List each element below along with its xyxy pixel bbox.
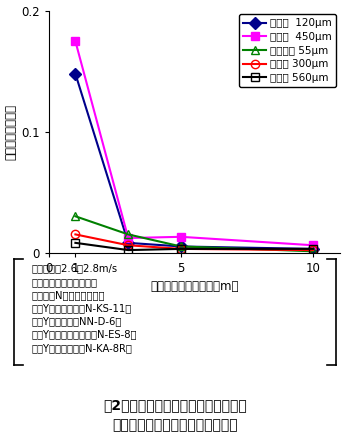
乗用　 560μm — [126, 248, 130, 253]
Text: の違いによるドリフト率の比較: の違いによるドリフト率の比較 — [112, 419, 238, 433]
手散布  450μm — [126, 235, 130, 241]
Legend: 手散布  120μm, 手散布  450μm, 乗用　　 55μm, 乗用　 300μm, 乗用　 560μm: 手散布 120μm, 手散布 450μm, 乗用 55μm, 乗用 300μm,… — [239, 14, 336, 87]
Line: 乗用　　 55μm: 乗用 55μm — [71, 212, 317, 256]
手散布  120μm — [179, 244, 183, 249]
Y-axis label: ドリフト率（％）: ドリフト率（％） — [4, 104, 17, 160]
Line: 手散布  450μm: 手散布 450μm — [71, 37, 317, 249]
手散布  120μm — [311, 246, 315, 252]
乗用　 300μm — [311, 248, 315, 253]
乗用　 560μm — [311, 246, 315, 252]
手散布  120μm — [126, 240, 130, 245]
Text: 図2　手散布と乗用防除機及び粒子径: 図2 手散布と乗用防除機及び粒子径 — [103, 399, 247, 413]
手散布  450μm — [179, 234, 183, 240]
手散布  120μm — [73, 71, 77, 77]
乗用　 560μm — [179, 246, 183, 252]
Line: 手散布  120μm: 手散布 120μm — [71, 70, 317, 253]
Line: 乗用　 560μm: 乗用 560μm — [71, 239, 317, 254]
乗用　　 55μm — [179, 244, 183, 249]
乗用　　 55μm — [126, 232, 130, 237]
X-axis label: 散布境界からの距遠（m）: 散布境界からの距遠（m） — [150, 280, 238, 293]
手散布  450μm — [73, 39, 77, 44]
乗用　 300μm — [73, 232, 77, 237]
乗用　 560μm — [73, 240, 77, 245]
乗用　　 55μm — [73, 214, 77, 219]
手散布  450μm — [311, 243, 315, 248]
乗用　　 55μm — [311, 249, 315, 254]
Line: 乗用　 300μm: 乗用 300μm — [71, 230, 317, 254]
Text: 平均風速：2.6～2.8m/s
凡例の数値は平均粒子径
ノズル：N社セラミック、
　　Y社キリナシ（N-KS-11）
　　Y社新広角（NN-D-6）
　　Y社ド: 平均風速：2.6～2.8m/s 凡例の数値は平均粒子径 ノズル：N社セラミック、… — [32, 264, 137, 353]
乗用　 300μm — [126, 243, 130, 248]
乗用　 300μm — [179, 246, 183, 252]
